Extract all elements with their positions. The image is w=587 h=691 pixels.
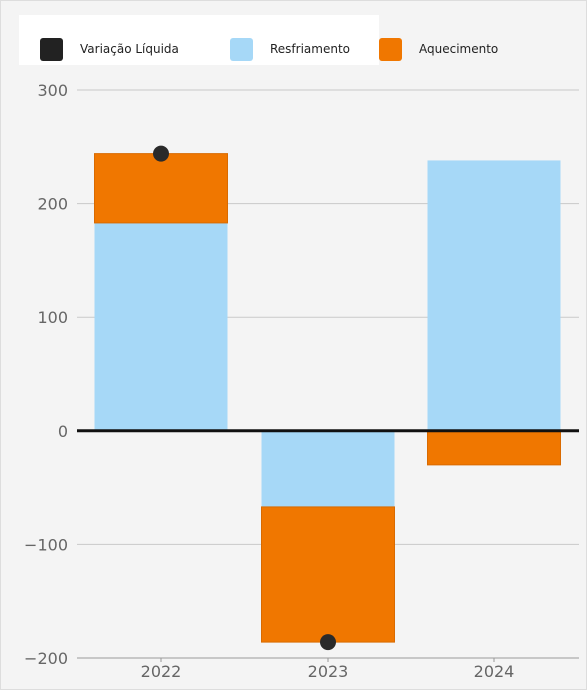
net-change-marker-2023[interactable] xyxy=(320,634,336,651)
y-tick-label: −100 xyxy=(24,535,68,554)
bar-resfriamento-2024[interactable] xyxy=(427,160,561,431)
legend-swatch-net xyxy=(40,38,63,61)
x-tick-label: 2022 xyxy=(141,662,182,681)
y-tick-label: 100 xyxy=(37,308,68,327)
y-tick-label: −200 xyxy=(24,649,68,668)
net-change-marker-2022[interactable] xyxy=(153,145,169,162)
y-tick-label: 0 xyxy=(58,422,68,441)
legend-background xyxy=(19,15,379,65)
bar-resfriamento-2022[interactable] xyxy=(94,222,228,431)
legend-label-net: Variação Líquida xyxy=(80,42,179,56)
bar-aquecimento-2022[interactable] xyxy=(94,153,228,224)
y-tick-label: 300 xyxy=(37,81,68,100)
bar-resfriamento-2023[interactable] xyxy=(261,430,395,507)
bar-aquecimento-2024[interactable] xyxy=(427,430,561,466)
bar-aquecimento-2023[interactable] xyxy=(261,506,395,643)
x-tick-label: 2024 xyxy=(474,662,515,681)
y-tick-label: 200 xyxy=(37,195,68,214)
legend-swatch-cooling xyxy=(230,38,253,61)
legend-swatch-heating xyxy=(379,38,402,61)
legend-label-cooling: Resfriamento xyxy=(270,42,351,56)
legend-label-heating: Aquecimento xyxy=(419,42,499,56)
x-tick-label: 2023 xyxy=(308,662,349,681)
